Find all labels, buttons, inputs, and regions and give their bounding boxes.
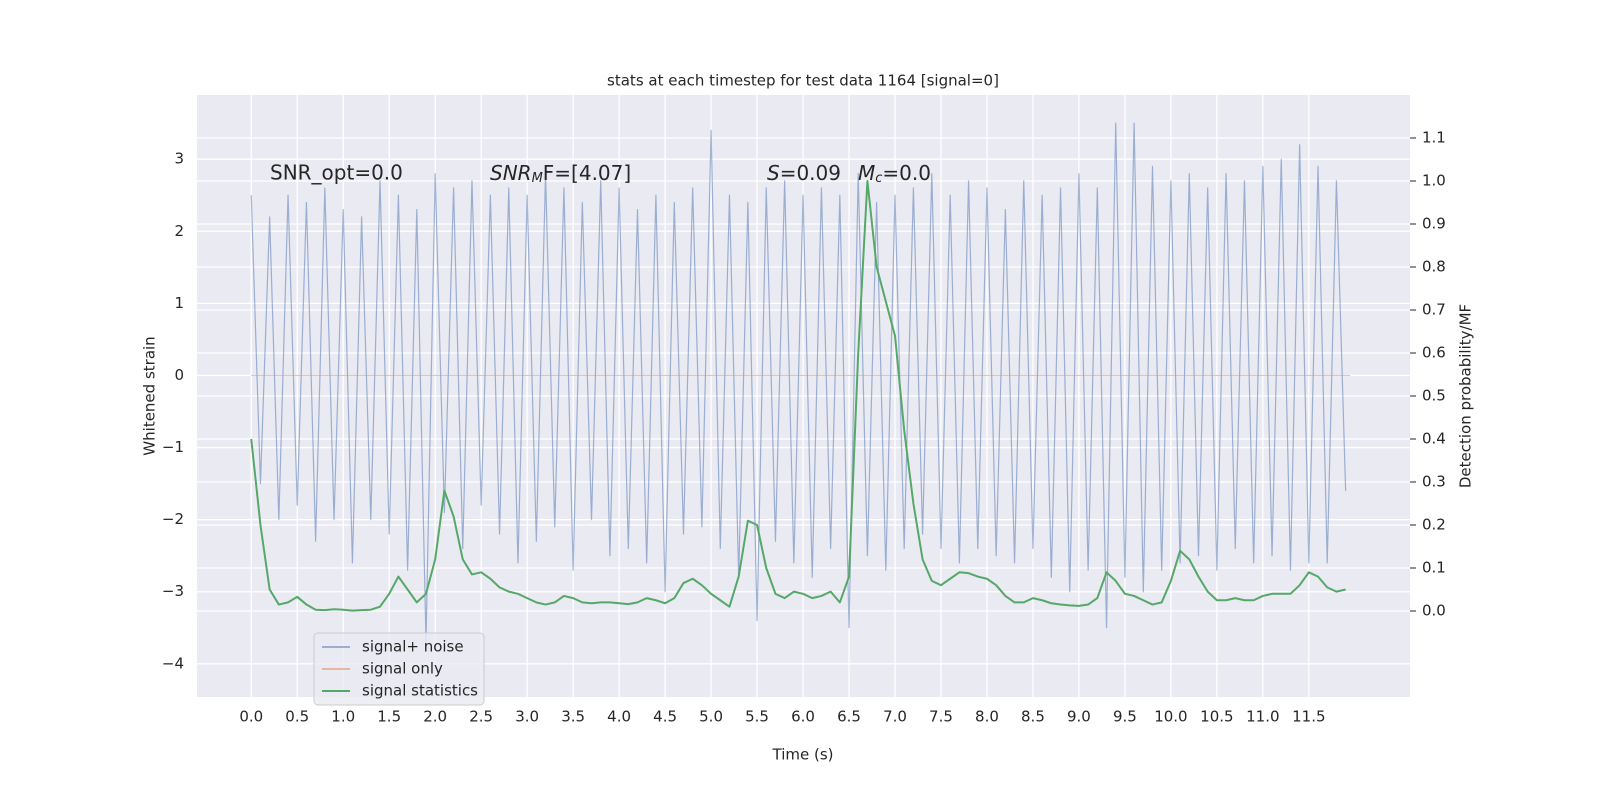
x-tick-label: 10.0 [1154,708,1187,726]
x-tick-label: 8.5 [1021,708,1045,726]
y2-tick-label: 0.8 [1422,258,1446,276]
annotation: SNR_opt=0.0 [270,161,403,185]
marks [250,122,1351,643]
y2-tick-label: 0.7 [1422,301,1446,319]
x-tick-label: 2.5 [469,708,493,726]
y2-tick-label: 0.2 [1422,516,1446,534]
x-tick-label: 6.0 [791,708,815,726]
series-line [250,180,1346,612]
annotation-part: SNR [490,161,532,185]
y-tick-label: 2 [174,222,184,240]
y-tick-label: 3 [174,150,184,168]
y-tick-label: −3 [162,582,184,600]
x-tick-label: 3.0 [515,708,539,726]
x-tick-label: 5.0 [699,708,723,726]
x-tick-label: 5.5 [745,708,769,726]
x-axis-label: Time (s) [772,746,834,764]
y-tick-label: 0 [174,366,184,384]
y-tick-label: −4 [162,654,184,672]
legend-label: signal+ noise [362,638,464,656]
annotation: Mc=0.0 [858,161,931,186]
x-tick-label: 10.5 [1200,708,1233,726]
x-tick-label: 1.0 [331,708,355,726]
y2-tick-label: 1.0 [1422,172,1446,190]
y2-tick-label: 0.5 [1422,387,1446,405]
legend: signal+ noise signal only signal statistic… [313,632,485,706]
x-tick-label: 1.5 [377,708,401,726]
y-tick-label: 1 [174,294,184,312]
x-tick-label: 0.0 [239,708,263,726]
x-tick-label: 9.0 [1067,708,1091,726]
annotation: S=0.09 [767,161,841,185]
x-tick-label: 8.0 [975,708,999,726]
y2-tick-label: 0.6 [1422,344,1446,362]
y2-tick-label: 0.9 [1422,215,1446,233]
x-tick-label: 7.0 [883,708,907,726]
x-tick-label: 3.5 [561,708,585,726]
x-tick-label: 11.5 [1292,708,1325,726]
annotation-part: M [858,161,875,185]
y2-tick-label: 0.4 [1422,430,1446,448]
legend-label: signal only [362,660,443,678]
chart-title: stats at each timestep for test data 116… [607,72,999,90]
annotation-part: =0.0 [882,161,931,185]
y-tick-label: −2 [162,510,184,528]
y2-tick-label: 0.3 [1422,473,1446,491]
x-tick-label: 4.0 [607,708,631,726]
x-tick-label: 2.0 [423,708,447,726]
annotation-part: S [767,161,780,185]
annotation-part: =0.09 [780,161,841,185]
x-tick-label: 4.5 [653,708,677,726]
y2-tick-label: 0.1 [1422,559,1446,577]
y2-tick-label: 1.1 [1422,129,1446,147]
series-line [250,122,1347,643]
y-tick-label: −1 [162,438,184,456]
x-tick-label: 6.5 [837,708,861,726]
legend-label: signal statistics [362,682,478,700]
y2-axis-label: Detection probability/MF [1457,304,1475,488]
x-tick-label: 7.5 [929,708,953,726]
y-axis-label: Whitened strain [141,336,159,455]
y2-tick-label: 0.0 [1422,602,1446,620]
annotation-part: F=[4.07] [543,161,631,185]
annotation-part: c [875,171,882,186]
x-tick-label: 0.5 [285,708,309,726]
x-tick-label: 11.0 [1246,708,1279,726]
annotation-part: M [532,171,543,186]
x-tick-label: 9.5 [1113,708,1137,726]
legend-box [313,632,485,706]
annotation: SNRMF=[4.07] [490,161,631,186]
